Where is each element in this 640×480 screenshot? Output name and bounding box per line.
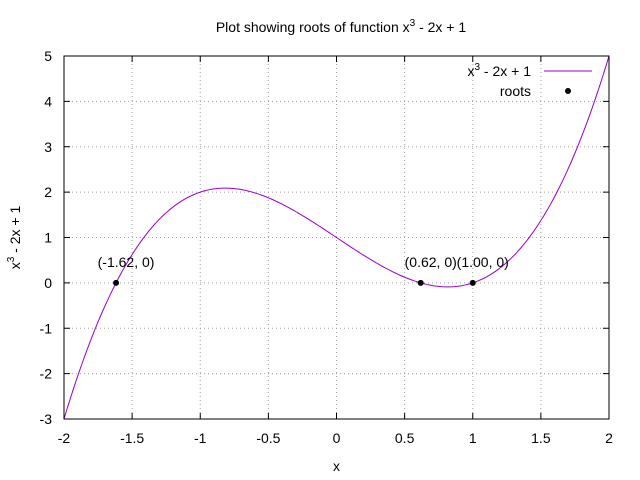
y-tick-label: 3 bbox=[44, 139, 52, 155]
root-label: (0.62, 0) bbox=[405, 254, 457, 270]
root-point bbox=[469, 279, 476, 286]
x-tick-label: -1 bbox=[194, 430, 207, 446]
legend-entry-curve-label: x3 - 2x + 1 bbox=[467, 62, 531, 79]
x-tick-label: -2 bbox=[58, 430, 71, 446]
x-tick-label: 2 bbox=[605, 430, 613, 446]
x-tick-label: -1.5 bbox=[120, 430, 144, 446]
legend-entry-roots-marker bbox=[565, 88, 571, 94]
root-point bbox=[113, 279, 120, 286]
root-label: (1.00, 0) bbox=[457, 254, 509, 270]
axis-ticks: -2 -1.5 -1 -0.5 0 0.5 1 1.5 2 -3 -2 -1 0 1 2 3 4 5 bbox=[40, 48, 614, 446]
root-point bbox=[417, 279, 424, 286]
y-tick-label: 4 bbox=[44, 93, 52, 109]
y-tick-label: -3 bbox=[40, 411, 53, 427]
x-tick-label: -0.5 bbox=[256, 430, 280, 446]
legend-entry-roots-label: roots bbox=[500, 83, 531, 99]
legend: x3 - 2x + 1 roots bbox=[467, 62, 592, 99]
chart-title: Plot showing roots of function x3 - 2x +… bbox=[216, 18, 467, 35]
y-tick-label: 0 bbox=[44, 275, 52, 291]
x-tick-label: 0 bbox=[333, 430, 341, 446]
y-tick-label: 1 bbox=[44, 230, 52, 246]
y-tick-label: -2 bbox=[40, 366, 53, 382]
y-tick-label: 5 bbox=[44, 48, 52, 64]
x-axis-label: x bbox=[333, 458, 340, 474]
y-tick-label: -1 bbox=[40, 320, 53, 336]
function-curve bbox=[63, 55, 610, 420]
y-axis-label: x3 - 2x + 1 bbox=[6, 206, 23, 270]
y-tick-label: 2 bbox=[44, 184, 52, 200]
x-tick-label: 1.5 bbox=[531, 430, 551, 446]
x-tick-label: 1 bbox=[469, 430, 477, 446]
x-tick-label: 0.5 bbox=[395, 430, 415, 446]
root-label: (-1.62, 0) bbox=[98, 254, 155, 270]
plot-area: (-1.62, 0) (0.62, 0) (1.00, 0) bbox=[63, 55, 610, 420]
